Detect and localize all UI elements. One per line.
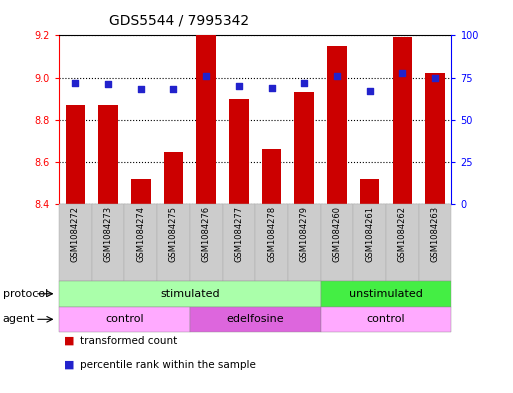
Text: GSM1084273: GSM1084273 xyxy=(104,206,112,263)
Text: control: control xyxy=(105,314,144,324)
Bar xyxy=(294,92,314,204)
Text: GDS5544 / 7995342: GDS5544 / 7995342 xyxy=(109,14,250,28)
Bar xyxy=(131,179,150,204)
Text: percentile rank within the sample: percentile rank within the sample xyxy=(80,360,255,369)
Text: ■: ■ xyxy=(64,360,74,369)
Text: ■: ■ xyxy=(64,336,74,346)
Point xyxy=(267,84,275,91)
Bar xyxy=(262,149,281,204)
Point xyxy=(235,83,243,89)
Text: stimulated: stimulated xyxy=(160,289,220,299)
Point xyxy=(104,81,112,88)
Bar xyxy=(360,179,380,204)
Point xyxy=(300,79,308,86)
Point xyxy=(431,74,439,81)
Bar xyxy=(98,105,118,204)
Text: agent: agent xyxy=(3,314,35,324)
Text: unstimulated: unstimulated xyxy=(349,289,423,299)
Bar xyxy=(425,73,445,204)
Bar xyxy=(327,46,347,204)
Point xyxy=(398,70,406,76)
Text: protocol: protocol xyxy=(3,289,48,299)
Text: GSM1084275: GSM1084275 xyxy=(169,206,178,262)
Text: GSM1084263: GSM1084263 xyxy=(430,206,440,263)
Text: GSM1084277: GSM1084277 xyxy=(234,206,243,263)
Bar xyxy=(196,35,216,204)
Text: GSM1084279: GSM1084279 xyxy=(300,206,309,262)
Text: transformed count: transformed count xyxy=(80,336,177,346)
Text: GSM1084274: GSM1084274 xyxy=(136,206,145,262)
Bar xyxy=(229,99,249,204)
Text: GSM1084272: GSM1084272 xyxy=(71,206,80,262)
Text: GSM1084276: GSM1084276 xyxy=(202,206,211,263)
Text: GSM1084262: GSM1084262 xyxy=(398,206,407,262)
Text: edelfosine: edelfosine xyxy=(226,314,284,324)
Text: GSM1084260: GSM1084260 xyxy=(332,206,342,262)
Bar xyxy=(66,105,85,204)
Point xyxy=(202,73,210,79)
Text: control: control xyxy=(367,314,405,324)
Text: GSM1084278: GSM1084278 xyxy=(267,206,276,263)
Point xyxy=(169,86,177,93)
Point xyxy=(366,88,374,94)
Bar xyxy=(392,37,412,204)
Point xyxy=(136,86,145,93)
Bar xyxy=(164,152,183,204)
Point xyxy=(333,73,341,79)
Text: GSM1084261: GSM1084261 xyxy=(365,206,374,262)
Point xyxy=(71,79,80,86)
